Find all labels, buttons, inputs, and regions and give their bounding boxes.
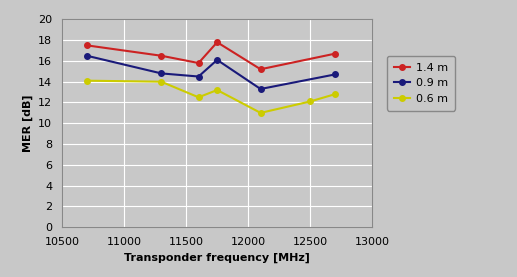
1.4 m <box>195 61 202 65</box>
0.9 m <box>332 73 338 76</box>
1.4 m <box>332 52 338 55</box>
1.4 m <box>158 54 164 57</box>
0.6 m <box>332 93 338 96</box>
0.6 m <box>158 80 164 83</box>
0.6 m <box>84 79 90 82</box>
0.6 m <box>307 100 313 103</box>
0.9 m <box>158 72 164 75</box>
X-axis label: Transponder frequency [MHz]: Transponder frequency [MHz] <box>124 252 310 263</box>
0.9 m <box>195 75 202 78</box>
Legend: 1.4 m, 0.9 m, 0.6 m: 1.4 m, 0.9 m, 0.6 m <box>387 56 455 111</box>
0.6 m <box>195 96 202 99</box>
1.4 m <box>214 41 220 44</box>
Line: 0.9 m: 0.9 m <box>84 53 338 92</box>
Y-axis label: MER [dB]: MER [dB] <box>22 94 33 152</box>
0.9 m <box>214 58 220 61</box>
1.4 m <box>84 44 90 47</box>
1.4 m <box>257 68 264 71</box>
0.9 m <box>84 54 90 57</box>
0.6 m <box>214 88 220 92</box>
0.9 m <box>257 87 264 91</box>
0.6 m <box>257 111 264 115</box>
Line: 1.4 m: 1.4 m <box>84 39 338 72</box>
Line: 0.6 m: 0.6 m <box>84 78 338 116</box>
